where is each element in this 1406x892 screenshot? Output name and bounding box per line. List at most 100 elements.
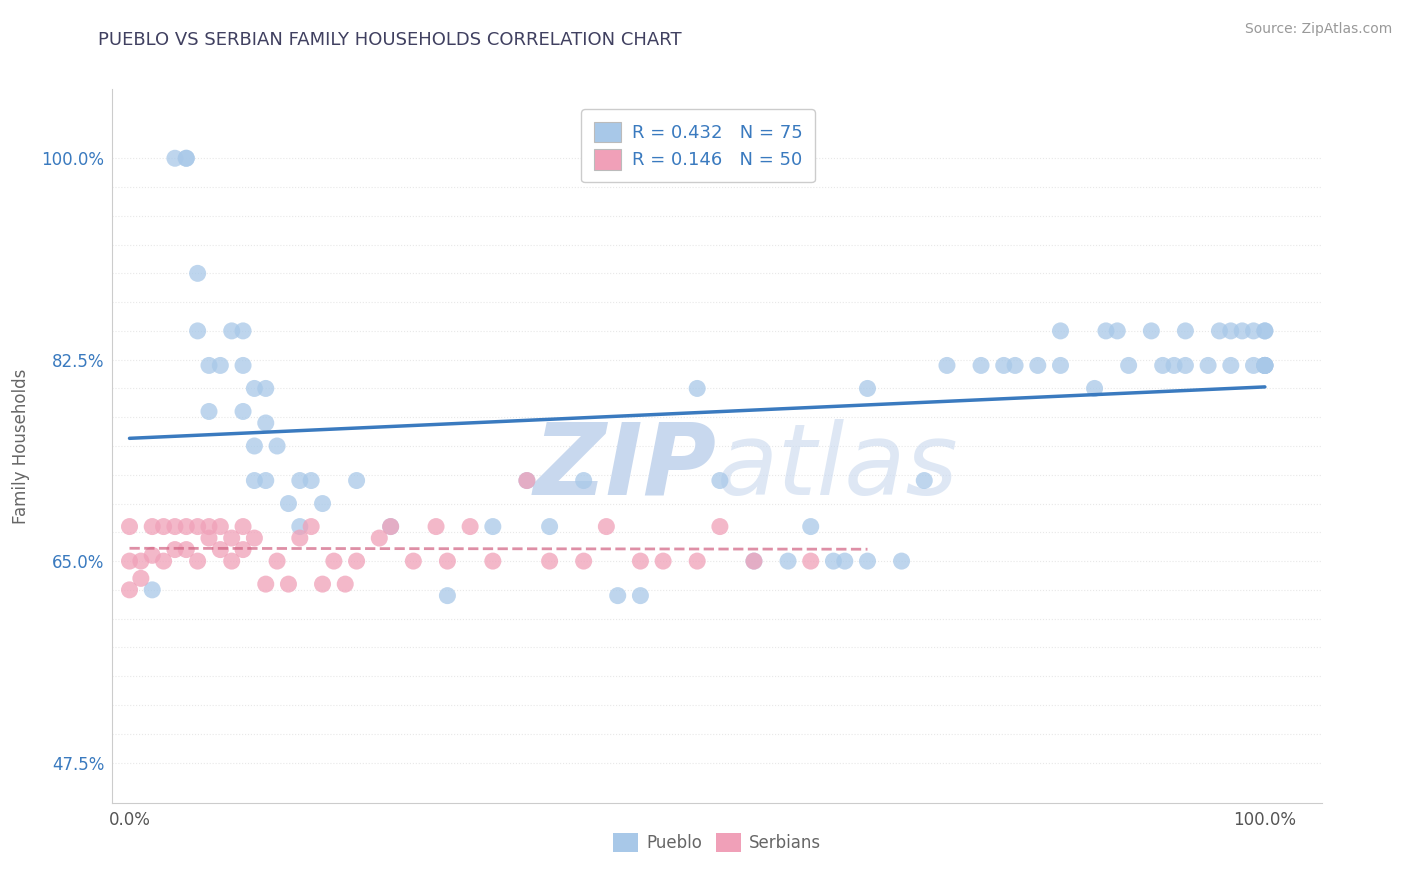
- Point: [209, 519, 232, 533]
- Point: [209, 542, 232, 557]
- Point: [129, 571, 152, 585]
- Point: [425, 519, 447, 533]
- Point: [129, 554, 152, 568]
- Point: [482, 554, 505, 568]
- Point: [232, 519, 254, 533]
- Point: [1163, 359, 1185, 373]
- Point: [174, 519, 197, 533]
- Point: [380, 519, 402, 533]
- Point: [232, 542, 254, 557]
- Point: [628, 589, 651, 603]
- Point: [1049, 359, 1071, 373]
- Legend: Pueblo, Serbians: Pueblo, Serbians: [606, 826, 828, 859]
- Point: [856, 554, 879, 568]
- Point: [970, 359, 993, 373]
- Point: [1083, 381, 1105, 395]
- Point: [152, 554, 174, 568]
- Point: [288, 474, 311, 488]
- Point: [1174, 359, 1197, 373]
- Point: [187, 266, 209, 280]
- Point: [516, 474, 538, 488]
- Point: [232, 324, 254, 338]
- Text: ZIP: ZIP: [534, 419, 717, 516]
- Point: [686, 381, 709, 395]
- Point: [834, 554, 856, 568]
- Point: [1219, 324, 1241, 338]
- Point: [141, 549, 163, 563]
- Point: [254, 381, 277, 395]
- Point: [742, 554, 765, 568]
- Point: [1243, 359, 1265, 373]
- Point: [243, 474, 266, 488]
- Point: [800, 519, 823, 533]
- Point: [1243, 324, 1265, 338]
- Point: [1254, 359, 1277, 373]
- Point: [187, 554, 209, 568]
- Point: [1049, 324, 1071, 338]
- Point: [311, 577, 333, 591]
- Text: PUEBLO VS SERBIAN FAMILY HOUSEHOLDS CORRELATION CHART: PUEBLO VS SERBIAN FAMILY HOUSEHOLDS CORR…: [98, 31, 682, 49]
- Point: [1208, 324, 1230, 338]
- Point: [221, 554, 243, 568]
- Point: [572, 554, 595, 568]
- Point: [118, 554, 141, 568]
- Point: [1254, 324, 1277, 338]
- Point: [243, 531, 266, 545]
- Point: [299, 474, 322, 488]
- Point: [243, 439, 266, 453]
- Point: [277, 497, 299, 511]
- Point: [380, 519, 402, 533]
- Point: [322, 554, 344, 568]
- Point: [311, 497, 333, 511]
- Point: [572, 474, 595, 488]
- Point: [288, 531, 311, 545]
- Point: [1174, 324, 1197, 338]
- Point: [800, 554, 823, 568]
- Point: [232, 359, 254, 373]
- Point: [266, 439, 288, 453]
- Point: [335, 577, 357, 591]
- Point: [1219, 359, 1241, 373]
- Point: [1254, 359, 1277, 373]
- Point: [198, 531, 221, 545]
- Point: [1095, 324, 1118, 338]
- Point: [1152, 359, 1174, 373]
- Point: [1230, 324, 1253, 338]
- Point: [652, 554, 675, 568]
- Point: [912, 474, 935, 488]
- Point: [299, 519, 322, 533]
- Point: [174, 151, 197, 165]
- Point: [174, 151, 197, 165]
- Point: [254, 577, 277, 591]
- Point: [346, 474, 368, 488]
- Text: Source: ZipAtlas.com: Source: ZipAtlas.com: [1244, 22, 1392, 37]
- Point: [152, 519, 174, 533]
- Point: [254, 474, 277, 488]
- Point: [277, 577, 299, 591]
- Point: [538, 554, 561, 568]
- Point: [1254, 359, 1277, 373]
- Point: [1107, 324, 1129, 338]
- Point: [628, 554, 651, 568]
- Point: [232, 404, 254, 418]
- Y-axis label: Family Households: Family Households: [13, 368, 30, 524]
- Point: [823, 554, 845, 568]
- Point: [1197, 359, 1219, 373]
- Point: [198, 359, 221, 373]
- Point: [368, 531, 391, 545]
- Point: [856, 381, 879, 395]
- Point: [163, 542, 186, 557]
- Point: [266, 554, 288, 568]
- Point: [187, 519, 209, 533]
- Point: [118, 582, 141, 597]
- Point: [118, 519, 141, 533]
- Point: [516, 474, 538, 488]
- Point: [436, 589, 458, 603]
- Point: [209, 359, 232, 373]
- Point: [709, 519, 731, 533]
- Point: [709, 474, 731, 488]
- Point: [221, 324, 243, 338]
- Point: [1254, 324, 1277, 338]
- Point: [187, 324, 209, 338]
- Point: [141, 582, 163, 597]
